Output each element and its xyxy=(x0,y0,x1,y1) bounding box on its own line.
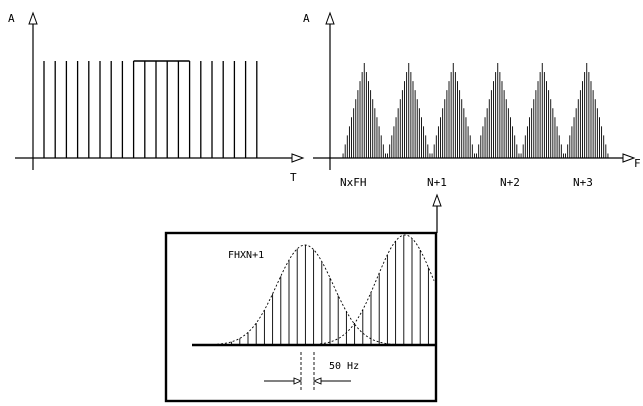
detail-spectral-lines xyxy=(231,235,429,345)
time-x-label: T xyxy=(290,171,297,184)
pulse-train xyxy=(43,60,258,158)
detail-panel: FHXN+1 50 Hz xyxy=(164,193,442,403)
spectrum-x-label: F xyxy=(634,157,641,170)
detail-envelope-left xyxy=(205,244,405,346)
detail-y-arrow xyxy=(432,193,442,207)
spectrum-tick-3: N+3 xyxy=(573,176,593,189)
spectrum-x-arrow xyxy=(622,153,636,163)
spectrum-panel: A F NxFH N+1 N+2 N+3 xyxy=(303,11,641,189)
spacing-label: 50 Hz xyxy=(329,361,359,372)
time-domain-panel: A T xyxy=(8,11,305,184)
spectrum-y-label: A xyxy=(303,12,310,25)
spectrum-tick-2: N+2 xyxy=(500,176,520,189)
spectrum-tick-0: NxFH xyxy=(340,176,367,189)
time-x-arrow xyxy=(291,153,305,163)
spectrum-lobes xyxy=(342,63,609,158)
time-y-label: A xyxy=(8,12,15,25)
spacing-arrow-right-head xyxy=(312,377,322,385)
detail-frame xyxy=(164,231,438,403)
spectrum-tick-1: N+1 xyxy=(427,176,447,189)
detail-peak-label: FHXN+1 xyxy=(228,250,264,261)
detail-envelope-right xyxy=(319,234,435,345)
spacing-arrow-left-head xyxy=(293,377,303,385)
spectrum-y-arrow xyxy=(325,11,335,25)
time-y-arrow xyxy=(28,11,38,25)
